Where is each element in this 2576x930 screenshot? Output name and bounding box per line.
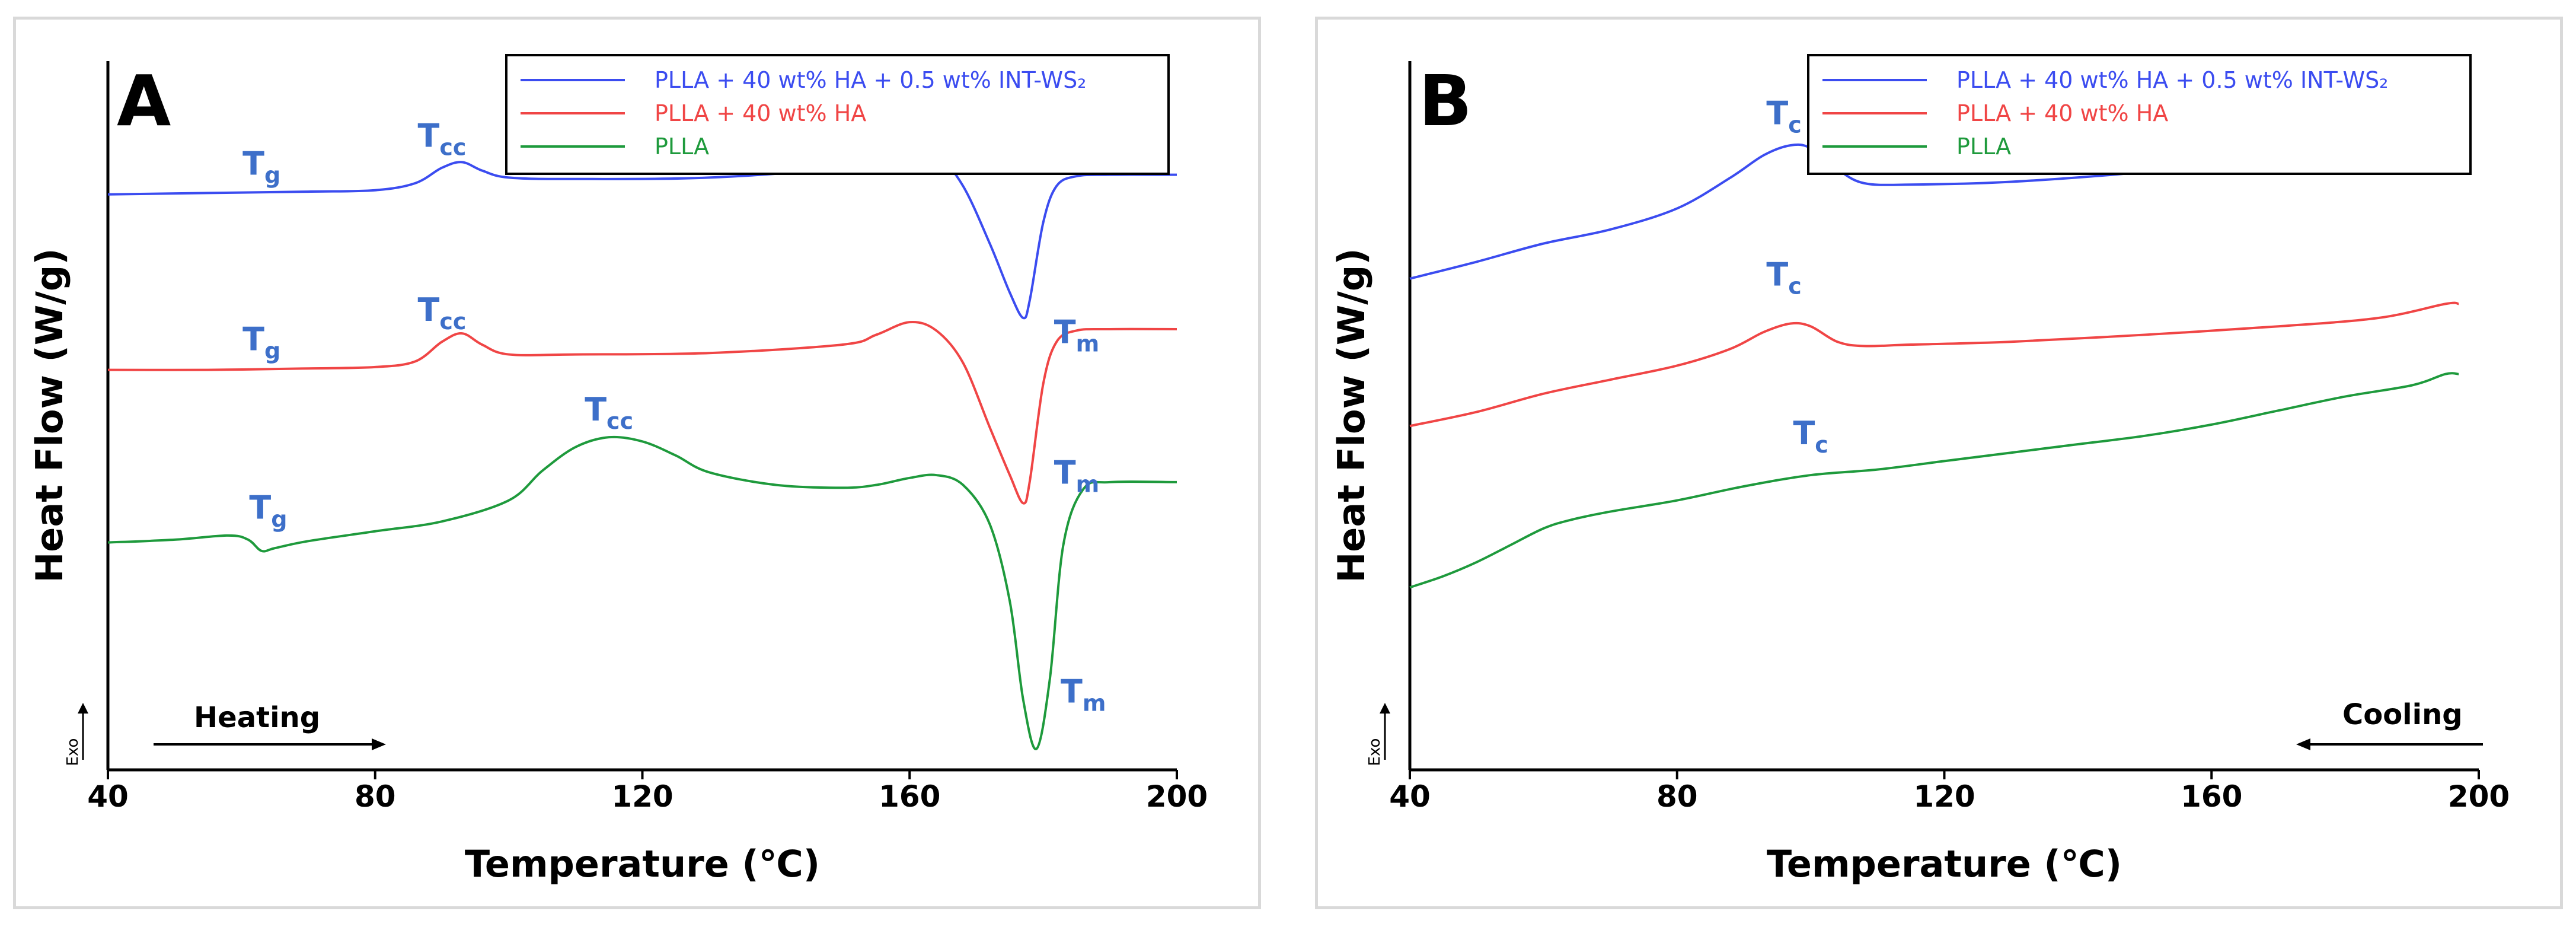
- x-tick-label: 80: [355, 779, 396, 814]
- y-axis-label: Heat Flow (W/g): [1330, 248, 1373, 582]
- series-line-1: [1409, 301, 2459, 428]
- legend-label-0: PLLA + 40 wt% HA + 0.5 wt% INT-WS₂: [655, 67, 1086, 93]
- exo-indicator: Exo: [1366, 703, 1390, 766]
- exo-label: Exo: [1366, 738, 1384, 766]
- exo-indicator: Exo: [64, 703, 88, 766]
- annotation-label: Tcc: [585, 391, 633, 434]
- annotation-label: Tg: [249, 489, 287, 532]
- annotation-label: Tg: [242, 320, 280, 364]
- annotation-label: Tc: [1766, 94, 1801, 138]
- chart-a: 40 80 120 160 200 Temperature (℃) Heat Flow (W…: [28, 54, 1208, 886]
- annotation-label: Tm: [1061, 673, 1106, 716]
- chart-b: 40 80 120 160 200 Temperature (℃) Heat Flow (W…: [1330, 54, 2510, 886]
- x-tick-label: 120: [1913, 779, 1975, 814]
- annotation-label: Tm: [1054, 314, 1099, 357]
- y-axis-label: Heat Flow (W/g): [28, 248, 71, 582]
- legend: PLLA + 40 wt% HA + 0.5 wt% INT-WS₂ PLLA +…: [505, 54, 1170, 175]
- direction-indicator: Cooling: [2296, 698, 2483, 750]
- annotation-label: Tm: [1054, 454, 1099, 497]
- x-tick-label: 80: [1656, 779, 1698, 814]
- legend-label-0: PLLA + 40 wt% HA + 0.5 wt% INT-WS₂: [1956, 67, 2388, 93]
- annotation-label: Tc: [1793, 415, 1828, 458]
- x-axis-label: Temperature (℃): [465, 842, 820, 886]
- legend: PLLA + 40 wt% HA + 0.5 wt% INT-WS₂ PLLA +…: [1807, 54, 2472, 175]
- x-tick-label: 40: [1389, 779, 1431, 814]
- x-tick-label: 200: [1146, 779, 1208, 814]
- panel-label: B: [1419, 60, 1472, 142]
- x-axis-label: Temperature (℃): [1767, 842, 2122, 886]
- chart-panel-a: 40 80 120 160 200 Temperature (℃) Heat Flow (W…: [13, 17, 1261, 909]
- annotation-label: Tg: [242, 145, 280, 189]
- direction-label: Cooling: [2342, 698, 2463, 731]
- exo-label: Exo: [64, 738, 82, 766]
- series-line-2: [107, 435, 1177, 750]
- direction-label: Heating: [194, 701, 320, 734]
- exo-arrow-head: [78, 703, 88, 714]
- direction-indicator: Heating: [154, 701, 386, 750]
- annotation-label: Tcc: [417, 291, 466, 335]
- legend-label-2: PLLA: [1956, 133, 2011, 160]
- legend-label-1: PLLA + 40 wt% HA: [1956, 100, 2168, 126]
- chart-panel-b: 40 80 120 160 200 Temperature (℃) Heat Flow (W…: [1315, 17, 2563, 909]
- annotation-label: Tcc: [417, 117, 466, 160]
- series-line-1: [107, 320, 1177, 505]
- direction-arrow-head: [372, 738, 386, 750]
- legend-label-2: PLLA: [655, 133, 709, 160]
- x-tick-label: 120: [611, 779, 673, 814]
- legend-box: [505, 54, 1170, 175]
- x-tick-label: 160: [879, 779, 940, 814]
- legend-box: [1807, 54, 2472, 175]
- x-tick-label: 40: [87, 779, 129, 814]
- annotation-label: Tc: [1766, 256, 1801, 300]
- exo-arrow-head: [1380, 703, 1390, 714]
- x-tick-label: 160: [2181, 779, 2242, 814]
- panel-label: A: [117, 60, 171, 142]
- legend-label-1: PLLA + 40 wt% HA: [655, 100, 866, 126]
- x-tick-label: 200: [2448, 779, 2510, 814]
- series-line-2: [1409, 372, 2459, 589]
- direction-arrow-head: [2296, 738, 2310, 750]
